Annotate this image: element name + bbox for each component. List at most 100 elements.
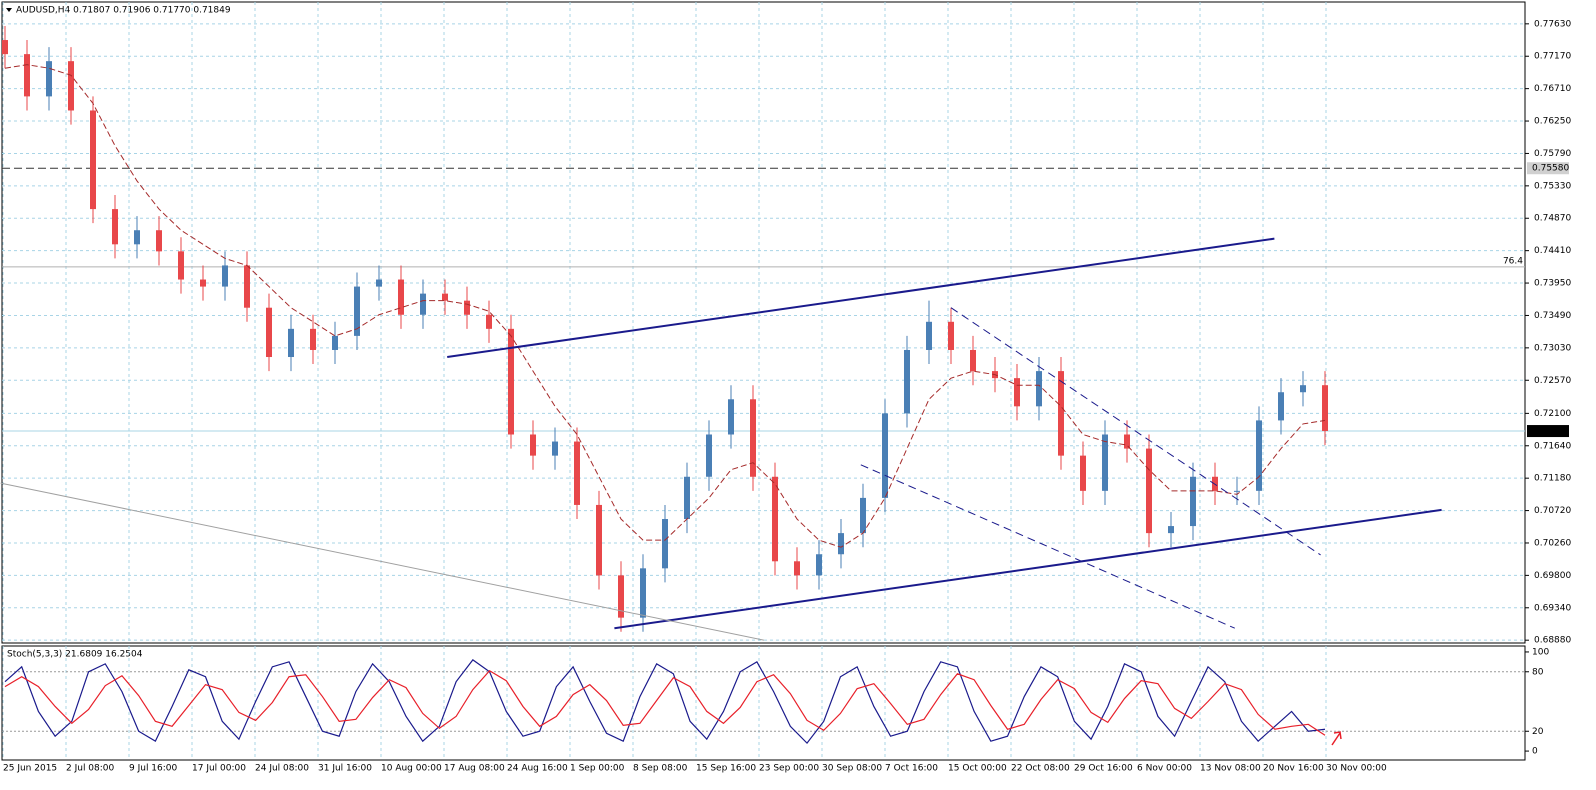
price-label: 0.75580	[1532, 164, 1569, 174]
x-tick-label: 10 Aug 00:00	[381, 764, 442, 774]
candle-body	[860, 497, 866, 534]
candle-body	[222, 265, 228, 287]
x-tick-label: 13 Nov 08:00	[1200, 764, 1261, 774]
y-tick-label: 0.69800	[1534, 571, 1571, 581]
x-tick-label: 17 Aug 08:00	[444, 764, 505, 774]
y-tick-label: 20	[1532, 727, 1544, 737]
y-tick-label: 0.77630	[1534, 19, 1571, 29]
candle-body	[1322, 385, 1328, 431]
x-tick-label: 6 Nov 00:00	[1137, 764, 1192, 774]
candle-body	[310, 328, 316, 350]
stoch-header: Stoch(5,3,3) 21.6809 16.2504	[7, 650, 143, 660]
candle-body	[574, 441, 580, 505]
candle-body	[596, 504, 602, 576]
y-tick-label: 0.69340	[1534, 603, 1571, 613]
candle-body	[134, 230, 140, 245]
candle-body	[1190, 476, 1196, 527]
x-tick-label: 20 Nov 16:00	[1263, 764, 1324, 774]
candle-body	[1080, 455, 1086, 491]
trend-line	[447, 237, 1275, 359]
x-tick-label: 25 Jun 2015	[3, 764, 57, 774]
price-label-box	[1527, 162, 1569, 175]
candle-body	[376, 279, 382, 287]
candle-body	[948, 321, 954, 350]
trend-line	[950, 307, 1321, 556]
candle-body	[508, 328, 514, 435]
y-tick-label: 0.73950	[1534, 279, 1571, 289]
x-tick-label: 22 Oct 08:00	[1011, 764, 1070, 774]
stoch-frame	[1, 645, 1526, 761]
y-tick-label: 0.75790	[1534, 149, 1571, 159]
candle-body	[794, 561, 800, 576]
candle-body	[178, 251, 184, 280]
candle-body	[2, 40, 8, 55]
candle-body	[750, 399, 756, 477]
candle-body	[112, 209, 118, 245]
candle-body	[1058, 371, 1064, 456]
candle-body	[1124, 434, 1130, 449]
candle-body	[662, 519, 668, 569]
y-tick-label: 0.74870	[1534, 214, 1571, 224]
candle-body	[904, 349, 910, 414]
x-tick-label: 2 Jul 08:00	[66, 764, 115, 774]
y-tick-label: 0.71180	[1534, 474, 1571, 484]
candle-body	[530, 434, 536, 456]
main-frame	[1, 1, 1526, 644]
candle-body	[244, 265, 250, 308]
x-tick-label: 15 Sep 16:00	[696, 764, 756, 774]
y-tick-label: 0.76710	[1534, 84, 1571, 94]
x-tick-label: 23 Sep 00:00	[759, 764, 819, 774]
candle-body	[1102, 434, 1108, 491]
y-tick-label: 0	[1532, 747, 1538, 757]
trend-line	[0, 482, 765, 641]
x-tick-label: 1 Sep 00:00	[570, 764, 625, 774]
candle-body	[1256, 420, 1262, 491]
candle-body	[618, 575, 624, 618]
candle-body	[706, 434, 712, 477]
x-tick-label: 30 Nov 00:00	[1326, 764, 1387, 774]
candle-body	[1168, 526, 1174, 534]
candle-body	[200, 279, 206, 287]
level-label: 76.4	[1503, 256, 1523, 266]
y-tick-label: 0.70720	[1534, 506, 1571, 516]
trend-line	[860, 464, 1236, 629]
y-tick-label: 80	[1532, 667, 1544, 677]
candle-body	[1278, 392, 1284, 421]
candle-body	[684, 476, 690, 520]
y-tick-label: 0.73030	[1534, 343, 1571, 353]
candle-body	[90, 110, 96, 210]
candle-body	[926, 321, 932, 350]
candle-body	[816, 554, 822, 576]
candle-body	[156, 230, 162, 252]
x-tick-label: 30 Sep 08:00	[822, 764, 882, 774]
candle-body	[728, 399, 734, 435]
y-tick-label: 100	[1532, 647, 1549, 657]
candle-body	[1234, 490, 1240, 492]
candle-body	[970, 349, 976, 372]
candle-body	[838, 533, 844, 555]
chart-header: AUDUSD,H4 0.71807 0.71906 0.71770 0.7184…	[16, 6, 231, 16]
x-tick-label: 24 Jul 08:00	[255, 764, 309, 774]
price-label-box	[1527, 425, 1569, 438]
x-tick-label: 8 Sep 08:00	[633, 764, 688, 774]
candle-body	[288, 328, 294, 358]
candle-body	[24, 54, 30, 97]
candle-body	[266, 307, 272, 358]
y-tick-label: 0.77170	[1534, 52, 1571, 62]
candle-body	[882, 413, 888, 498]
candle-body	[552, 441, 558, 456]
stoch-line	[4, 670, 1326, 736]
x-tick-label: 29 Oct 16:00	[1074, 764, 1133, 774]
candle-body	[772, 476, 778, 562]
x-tick-label: 7 Oct 16:00	[885, 764, 938, 774]
y-tick-label: 0.76250	[1534, 117, 1571, 127]
x-tick-label: 9 Jul 16:00	[129, 764, 178, 774]
candle-body	[46, 61, 52, 97]
candle-body	[398, 279, 404, 315]
y-tick-label: 0.68880	[1534, 636, 1571, 646]
arrow	[1331, 731, 1342, 746]
trend-line	[614, 508, 1442, 630]
candle-body	[332, 335, 338, 350]
